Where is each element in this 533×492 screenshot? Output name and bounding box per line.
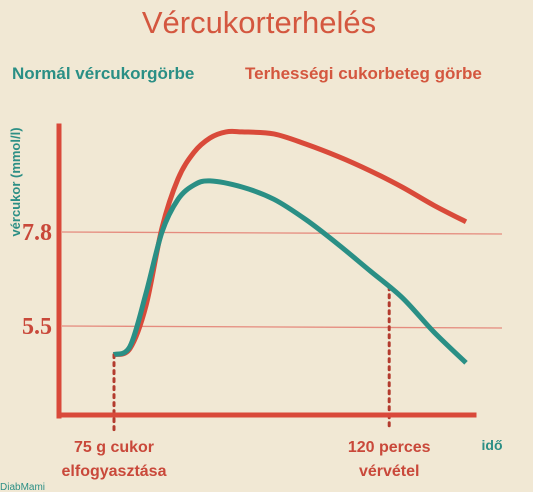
watermark-text: DiabMami [0, 482, 45, 492]
axes [56, 123, 477, 419]
series-line-gestational [113, 128, 468, 358]
marker-label-0-line-0: 75 g cukor [74, 439, 154, 456]
marker-lines [112, 285, 391, 432]
series-layer [112, 128, 468, 365]
legend-entry-normal: Normál vércukorgörbe [12, 64, 194, 83]
series-line-normal [112, 178, 468, 365]
reference-line-7.8 [61, 231, 503, 235]
y-axis-label: vércukor (mmol/l) [8, 127, 23, 236]
marker-label-1-line-1: vérvétel [359, 463, 420, 480]
y-tick-labels: 7.8 5.5 [22, 220, 52, 340]
legend-entry-gestational: Terhességi cukorbeteg görbe [245, 64, 482, 83]
x-axis-label: idő [482, 437, 503, 453]
y-tick-label-7.8: 7.8 [22, 220, 52, 246]
marker-label-1-line-0: 120 perces [348, 439, 431, 456]
marker-label-0-line-1: elfogyasztása [62, 463, 167, 480]
chart-title: Vércukorterhelés [142, 5, 376, 40]
marker-annotations: 75 g cukor elfogyasztása 120 perces vérvéte… [62, 439, 431, 480]
reference-line-5.5 [61, 325, 503, 329]
y-tick-label-5.5: 5.5 [22, 314, 52, 340]
reference-lines [61, 231, 503, 329]
